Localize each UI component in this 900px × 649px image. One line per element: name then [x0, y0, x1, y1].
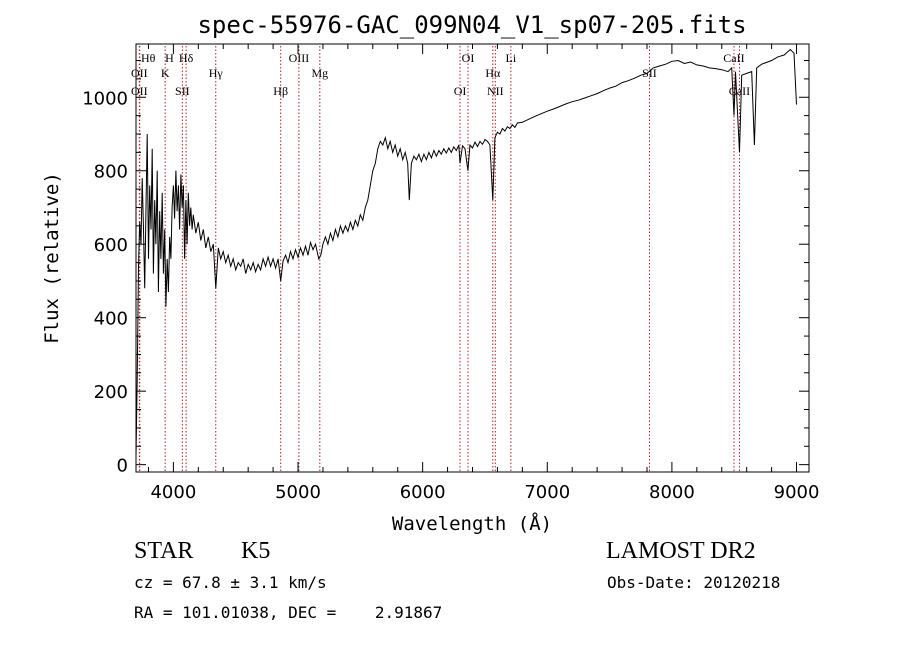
line-label: Hδ — [179, 51, 194, 65]
line-label: OIII — [289, 51, 310, 65]
x-axis: 4000 5000 6000 7000 8000 9000 — [147, 44, 820, 503]
y-axis-label: Flux (relative) — [41, 172, 63, 344]
y-tick-label: 400 — [94, 309, 128, 330]
y-tick-label: 200 — [94, 382, 128, 403]
emission-line-markers — [138, 46, 740, 472]
line-label: OII — [131, 66, 148, 80]
line-label: OII — [131, 84, 148, 98]
coordinates-readout: RA = 101.01038, DEC = 2.91867 — [134, 603, 443, 622]
y-tick-label: 800 — [94, 162, 128, 183]
line-label: H — [165, 51, 174, 65]
velocity-readout: cz = 67.8 ± 3.1 km/s — [134, 573, 327, 592]
x-tick-label: 6000 — [400, 482, 446, 503]
line-label: K — [161, 66, 170, 80]
line-label: NII — [487, 84, 504, 98]
line-label: Hγ — [209, 66, 224, 80]
line-label: SII — [175, 84, 190, 98]
y-tick-label: 0 — [117, 456, 128, 477]
line-label: Li — [506, 51, 517, 65]
y-tick-label: 1000 — [82, 88, 128, 109]
line-label: CaII — [729, 84, 750, 98]
x-tick-label: 8000 — [649, 482, 695, 503]
x-tick-label: 7000 — [524, 482, 570, 503]
line-label: Hα — [485, 66, 501, 80]
x-axis-label: Wavelength (Å) — [392, 512, 552, 535]
line-label: OI — [462, 51, 475, 65]
object-class: STAR — [134, 538, 194, 564]
x-tick-label: 5000 — [275, 482, 321, 503]
observation-date: Obs-Date: 20120218 — [607, 573, 781, 592]
line-label: Mg — [311, 66, 328, 80]
line-label: SII — [642, 66, 657, 80]
line-label: OI — [454, 84, 467, 98]
line-label: CaII — [723, 51, 744, 65]
y-axis: 0 200 400 600 800 1000 — [82, 60, 809, 477]
line-label: Hβ — [273, 84, 288, 98]
spectrum-line — [135, 48, 797, 458]
x-tick-label: 9000 — [774, 482, 820, 503]
line-labels: HθOIIOIIHKSIIHδHγHβOIIIMgOIOIHαNIILiSIIC… — [131, 51, 750, 98]
line-label: Hθ — [141, 51, 156, 65]
plot-frame — [135, 43, 810, 473]
chart-title: spec-55976-GAC_099N04_V1_sp07-205.fits — [197, 11, 746, 39]
object-subclass: K5 — [241, 538, 271, 564]
x-tick-label: 4000 — [150, 482, 196, 503]
y-tick-label: 600 — [94, 235, 128, 256]
survey-name: LAMOST DR2 — [606, 538, 756, 564]
